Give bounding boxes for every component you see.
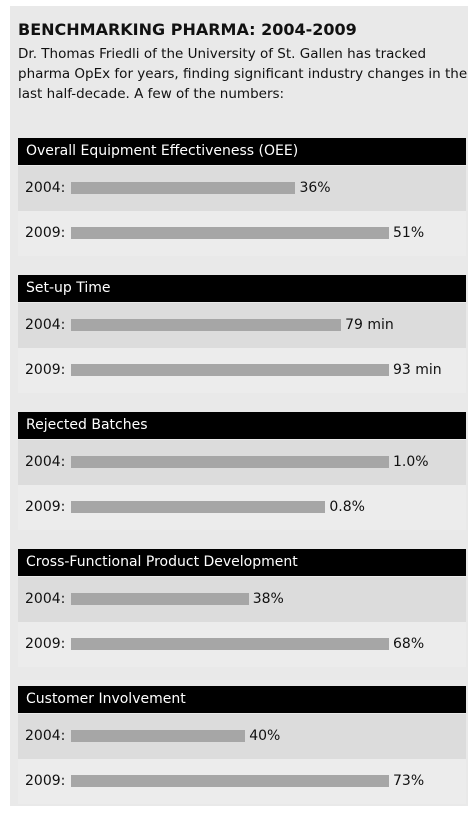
bar [71,456,389,468]
row: 2009: 73% [18,759,466,804]
panel-title: Cross-Functional Product Development [18,549,466,576]
category-label: 2004: [25,728,66,744]
row: 2004: 38% [18,577,466,622]
category-label: 2009: [25,636,66,652]
subtitle: Dr. Thomas Friedli of the University of … [18,46,468,102]
row: 2004: 1.0% [18,440,466,485]
category-label: 2004: [25,591,66,607]
row: 2004: 36% [18,166,466,211]
row: 2009: 0.8% [18,485,466,530]
value-label: 68% [393,636,425,652]
category-label: 2004: [25,317,66,333]
value-label: 73% [393,773,425,789]
bar [71,593,249,605]
category-label: 2009: [25,499,66,515]
value-label: 79 min [345,317,394,333]
bar [71,227,389,239]
panel-title: Overall Equipment Effectiveness (OEE) [18,138,466,165]
value-label: 93 min [393,362,442,378]
row: 2004: 79 min [18,303,466,348]
panel-title: Rejected Batches [18,412,466,439]
value-label: 51% [393,225,425,241]
category-label: 2009: [25,773,66,789]
value-label: 38% [252,591,284,607]
bar [71,364,389,376]
bar [71,638,389,650]
row: 2009: 93 min [18,348,466,393]
value-label: 40% [249,728,281,744]
bar [71,182,296,194]
row: 2009: 68% [18,622,466,667]
panel-title: Customer Involvement [18,686,466,713]
category-label: 2004: [25,180,66,196]
category-label: 2009: [25,362,66,378]
value-label: 1.0% [393,454,429,470]
bar [71,319,342,331]
bar [71,730,246,742]
bar [71,501,326,513]
row: 2009: 51% [18,211,466,256]
category-label: 2004: [25,454,66,470]
value-label: 36% [299,180,331,196]
panel-title: Set-up Time [18,275,466,302]
row: 2004: 40% [18,714,466,759]
bar [71,775,389,787]
title: BENCHMARKING PHARMA: 2004-2009 [18,20,357,39]
value-label: 0.8% [329,499,365,515]
category-label: 2009: [25,225,66,241]
